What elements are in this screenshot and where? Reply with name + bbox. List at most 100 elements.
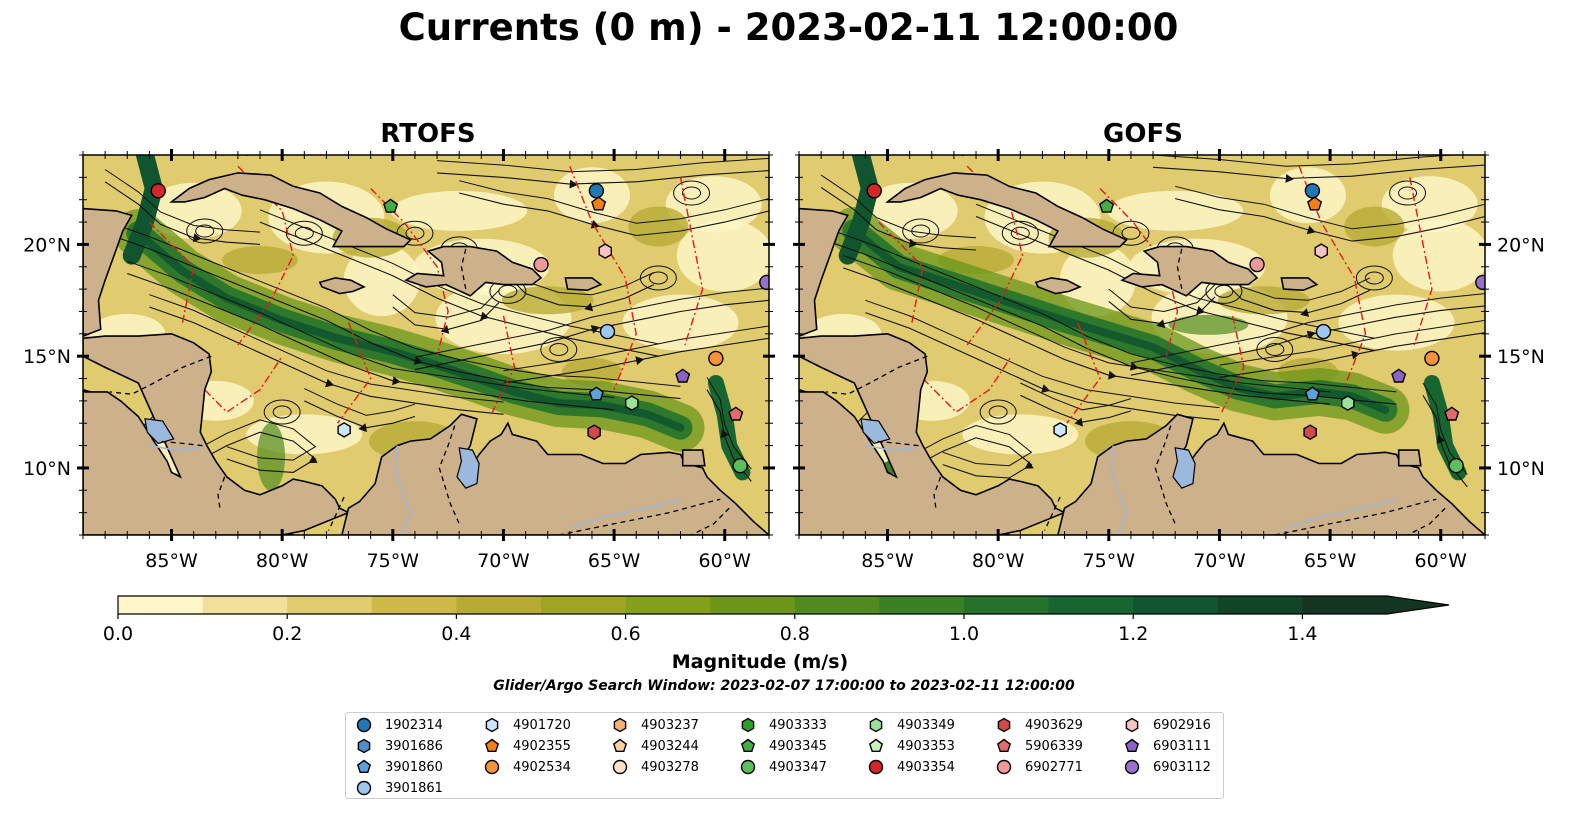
streamline-arrow bbox=[1351, 350, 1361, 360]
legend-marker-hexagon-icon bbox=[869, 717, 883, 733]
legend-marker-pentagon-icon bbox=[1124, 738, 1140, 753]
lake bbox=[860, 418, 891, 445]
float-marker-4903345 bbox=[1099, 198, 1115, 213]
lon-tick-label: 70°W bbox=[1193, 550, 1246, 572]
mid-speed-patch bbox=[1217, 286, 1310, 315]
legend-marker-hexagon-icon bbox=[741, 717, 755, 733]
streamline bbox=[149, 306, 504, 415]
streamline-arrow bbox=[413, 356, 423, 365]
legend-label: 4902534 bbox=[513, 759, 571, 775]
streamline-arrow bbox=[1196, 306, 1206, 315]
legend-label: 4903333 bbox=[769, 717, 827, 733]
eddy-streamline bbox=[1121, 226, 1141, 240]
country-border bbox=[1176, 248, 1183, 290]
legend-marker-circle-icon bbox=[356, 780, 372, 796]
float-marker-3901860 bbox=[588, 386, 604, 401]
float-marker-4903347 bbox=[1448, 458, 1464, 474]
streamline bbox=[503, 325, 769, 372]
legend-symbol bbox=[996, 738, 1012, 753]
eddy-streamline bbox=[1364, 271, 1384, 285]
colorbar-segment bbox=[456, 596, 542, 614]
land bbox=[961, 155, 968, 157]
eddy-streamline bbox=[549, 342, 569, 356]
float-marker-6903111 bbox=[1391, 368, 1407, 383]
float-marker-4901720 bbox=[1053, 422, 1067, 438]
legend-marker-hexagon-icon bbox=[485, 717, 499, 733]
front-contour bbox=[679, 177, 704, 346]
legend-symbol bbox=[1124, 759, 1140, 775]
float-marker-4903354 bbox=[150, 183, 166, 199]
country-border bbox=[1044, 496, 1061, 531]
colorbar-segment bbox=[1217, 596, 1303, 614]
float-marker-4903345 bbox=[383, 198, 399, 213]
streamline bbox=[1219, 332, 1485, 378]
legend-label: 4903237 bbox=[641, 717, 699, 733]
eddy-streamline bbox=[285, 220, 323, 246]
legend-marker-hexagon-icon bbox=[357, 738, 371, 754]
legend-label: 4903244 bbox=[641, 738, 699, 754]
legend-label: 4903354 bbox=[897, 759, 955, 775]
lon-tick-label: 85°W bbox=[861, 550, 914, 572]
colorbar-outline bbox=[117, 595, 1450, 615]
legend-symbol bbox=[741, 717, 755, 733]
streamline-arrow bbox=[590, 220, 600, 229]
lat-tick-label: 20°N bbox=[23, 234, 71, 256]
legend-item-4903345: 4903345 bbox=[739, 736, 827, 756]
streamline bbox=[909, 424, 1033, 467]
legend-item-4903629: 4903629 bbox=[995, 715, 1083, 735]
legend-marker-pentagon-icon bbox=[356, 759, 372, 774]
streamline bbox=[820, 174, 977, 239]
streamline bbox=[1219, 276, 1371, 314]
eddy-streamline bbox=[682, 186, 702, 200]
float-marker-4901720 bbox=[337, 422, 351, 438]
streamline bbox=[1153, 164, 1485, 180]
lat-tick-label: 15°N bbox=[1497, 346, 1545, 368]
legend-item-4902355: 4902355 bbox=[483, 736, 571, 756]
legend-symbol bbox=[1125, 717, 1139, 733]
streamline bbox=[437, 170, 769, 185]
legend-item-3901861: 3901861 bbox=[355, 778, 443, 798]
legend-symbol bbox=[740, 738, 756, 753]
legend-item-4902534: 4902534 bbox=[483, 757, 571, 777]
streamline bbox=[104, 220, 681, 387]
front-contour bbox=[1221, 315, 1245, 413]
streamline-arrow bbox=[325, 378, 335, 388]
float-marker-4903349 bbox=[1340, 395, 1355, 411]
streamline bbox=[304, 400, 416, 429]
eddy-streamline bbox=[639, 265, 677, 291]
figure-title: Currents (0 m) - 2023-02-11 12:00:00 bbox=[398, 6, 1179, 49]
streamline bbox=[304, 388, 416, 416]
low-speed-patch bbox=[145, 182, 242, 239]
legend-symbol bbox=[356, 780, 372, 796]
float-marker-4902534 bbox=[1424, 350, 1440, 367]
legend-item-6902771: 6902771 bbox=[995, 757, 1083, 777]
front-contour bbox=[336, 322, 372, 424]
low-speed-patch bbox=[391, 190, 528, 231]
lon-tick-label: 75°W bbox=[1083, 550, 1136, 572]
streamline-arrow bbox=[1285, 174, 1294, 183]
legend-label: 3901861 bbox=[385, 780, 443, 796]
lon-tick-label: 75°W bbox=[367, 550, 420, 572]
colorbar-segment bbox=[879, 596, 965, 614]
float-marker-3901861 bbox=[1315, 323, 1332, 340]
colorbar-segment bbox=[287, 596, 373, 614]
legend-symbol bbox=[356, 717, 372, 733]
low-speed-patch bbox=[962, 414, 1079, 455]
river bbox=[1110, 445, 1128, 535]
streamline-arrow bbox=[1041, 384, 1051, 393]
legend-item-6903111: 6903111 bbox=[1123, 736, 1211, 756]
float-marker-6903112 bbox=[759, 274, 769, 291]
river bbox=[569, 498, 681, 530]
streamline-arrow bbox=[1300, 308, 1310, 317]
low-speed-patch bbox=[1107, 190, 1244, 231]
legend-item-4903244: 4903244 bbox=[611, 736, 699, 756]
streamline-arrow bbox=[440, 325, 450, 334]
land bbox=[1120, 245, 1259, 297]
lon-tick-label: 60°W bbox=[1415, 550, 1468, 572]
colorbar-segment bbox=[202, 596, 288, 614]
land bbox=[1034, 277, 1082, 295]
river bbox=[149, 444, 201, 451]
streamline bbox=[1175, 185, 1485, 230]
legend-symbol bbox=[612, 738, 628, 753]
